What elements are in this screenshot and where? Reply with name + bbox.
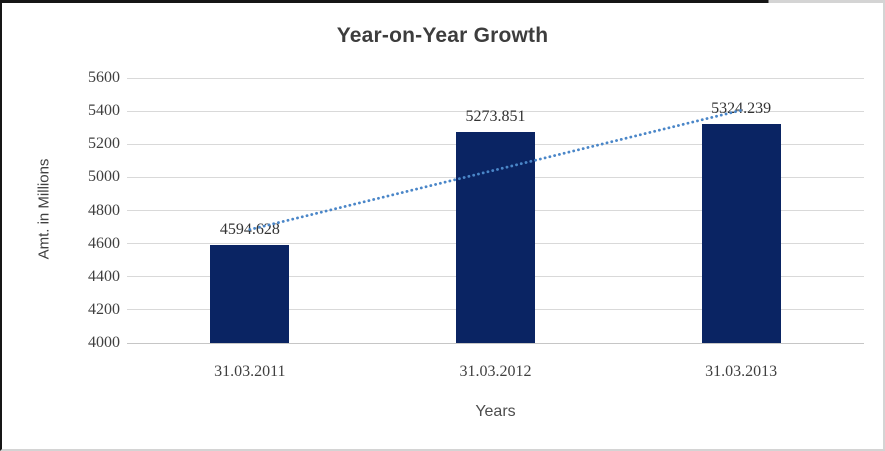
plot-area: 4594.628 5273.851 5324.239 — [127, 77, 864, 344]
x-tick-label: 31.03.2011 — [214, 363, 286, 380]
data-label: 4594.628 — [219, 220, 280, 238]
y-tick-label: 4800 — [88, 201, 120, 219]
y-tick-label: 5600 — [88, 69, 120, 86]
y-tick-label: 5400 — [88, 102, 120, 120]
chart-title: Year-on-Year Growth — [336, 24, 549, 47]
y-tick-label: 4600 — [88, 234, 120, 252]
x-tick-label: 31.03.2012 — [459, 363, 532, 380]
data-label: 5273.851 — [465, 108, 526, 126]
y-tick-label: 4000 — [88, 334, 120, 351]
x-tick-label: 31.03.2013 — [705, 363, 778, 380]
bar-31.03.2012 — [456, 132, 535, 343]
gridline — [127, 77, 864, 79]
y-tick-label: 4400 — [88, 267, 120, 285]
x-axis-line — [127, 342, 864, 344]
data-label: 5324.239 — [711, 99, 772, 117]
y-tick-label: 5000 — [88, 168, 120, 186]
frame-top-border — [2, 0, 883, 3]
x-axis-title: Years — [475, 403, 516, 420]
bar-31.03.2013 — [701, 123, 781, 343]
y-tick-label: 4200 — [88, 300, 120, 318]
y-tick-label: 5200 — [88, 135, 120, 153]
bar-31.03.2011 — [210, 244, 290, 343]
